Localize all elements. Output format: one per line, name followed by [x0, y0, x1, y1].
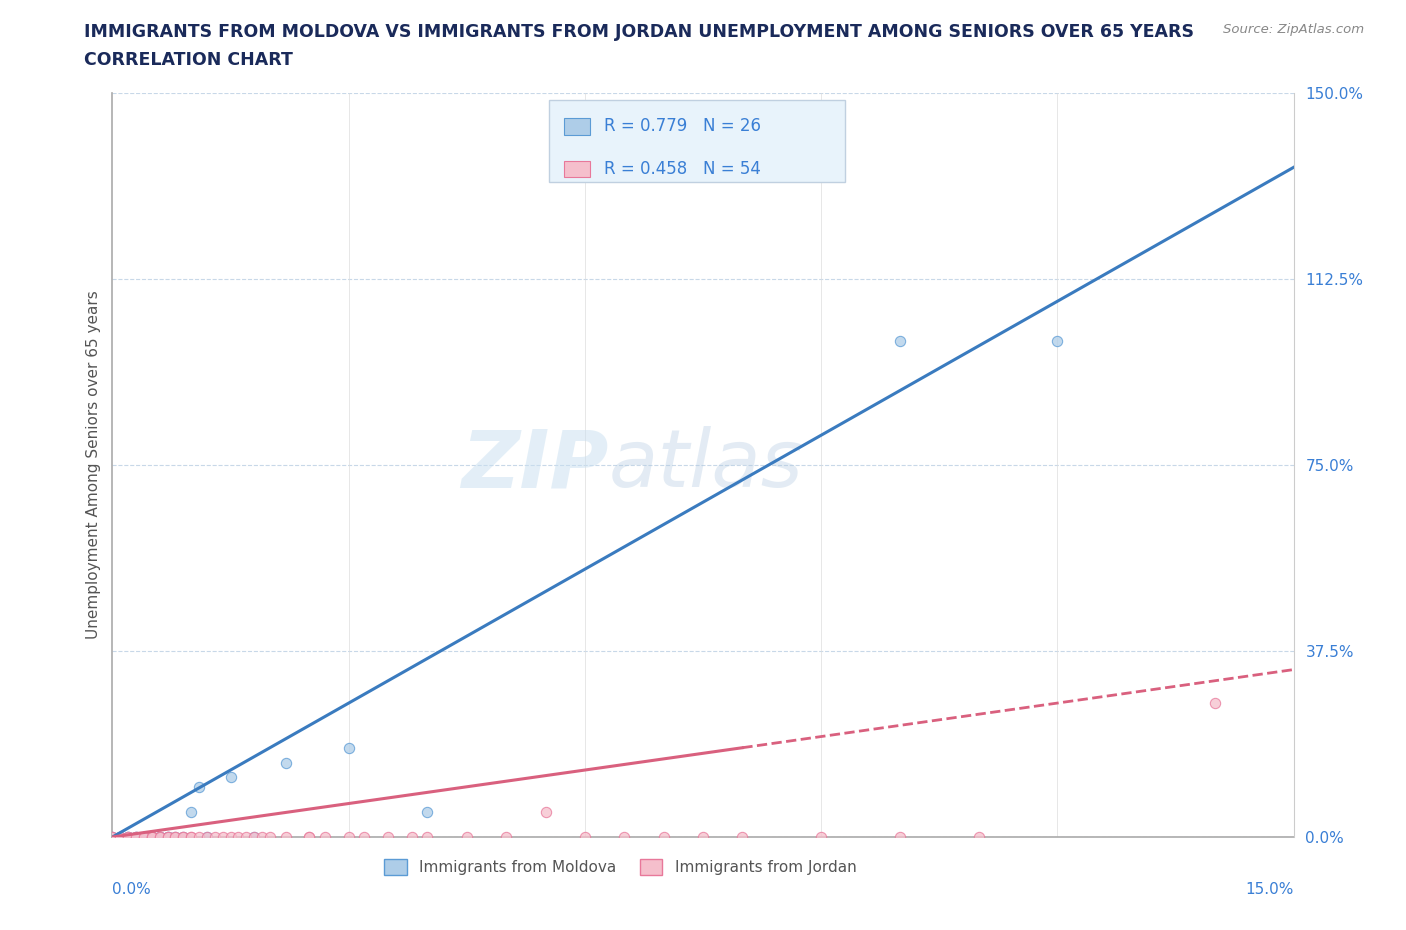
Text: R = 0.779   N = 26: R = 0.779 N = 26 [603, 117, 761, 136]
Point [165, 830, 187, 844]
Point [156, 830, 179, 844]
Text: 0.0%: 0.0% [112, 882, 152, 897]
Point [141, 830, 163, 844]
Point [125, 830, 148, 844]
Point [110, 830, 132, 844]
Point [141, 830, 163, 844]
Point [156, 830, 179, 844]
Point [156, 830, 179, 844]
Point [141, 830, 163, 844]
Point [180, 830, 202, 844]
Point [117, 830, 139, 844]
Point [156, 830, 179, 844]
Point [165, 830, 187, 844]
Point [274, 755, 297, 770]
Point [110, 830, 132, 844]
Point [172, 830, 194, 844]
Point [195, 830, 218, 844]
Text: IMMIGRANTS FROM MOLDOVA VS IMMIGRANTS FROM JORDAN UNEMPLOYMENT AMONG SENIORS OVE: IMMIGRANTS FROM MOLDOVA VS IMMIGRANTS FR… [84, 23, 1194, 41]
Text: 15.0%: 15.0% [1246, 882, 1294, 897]
Point [889, 334, 911, 349]
Point [149, 830, 172, 844]
Point [337, 740, 360, 755]
Point [180, 804, 202, 819]
Point [188, 830, 211, 844]
Point [613, 830, 636, 844]
Point [731, 830, 754, 844]
Point [228, 830, 250, 844]
Text: ZIP: ZIP [461, 426, 609, 504]
Point [337, 830, 360, 844]
Point [172, 830, 194, 844]
Point [274, 830, 297, 844]
Point [132, 830, 155, 844]
Point [692, 830, 714, 844]
Point [125, 830, 148, 844]
Point [250, 830, 273, 844]
Point [534, 804, 557, 819]
Text: CORRELATION CHART: CORRELATION CHART [84, 51, 294, 69]
Point [810, 830, 832, 844]
Point [219, 770, 242, 785]
Point [101, 830, 124, 844]
Point [165, 830, 187, 844]
FancyBboxPatch shape [564, 161, 589, 177]
Point [101, 830, 124, 844]
Point [889, 830, 911, 844]
Point [652, 830, 675, 844]
Point [132, 830, 155, 844]
Point [243, 830, 266, 844]
Point [149, 830, 172, 844]
Point [132, 830, 155, 844]
FancyBboxPatch shape [564, 118, 589, 135]
Point [141, 830, 163, 844]
Text: Source: ZipAtlas.com: Source: ZipAtlas.com [1223, 23, 1364, 36]
Text: R = 0.458   N = 54: R = 0.458 N = 54 [603, 160, 761, 178]
Point [125, 830, 148, 844]
Point [235, 830, 257, 844]
Point [495, 830, 517, 844]
Point [1204, 696, 1226, 711]
Point [298, 830, 321, 844]
Point [110, 830, 132, 844]
Y-axis label: Unemployment Among Seniors over 65 years: Unemployment Among Seniors over 65 years [86, 291, 101, 640]
Point [149, 830, 172, 844]
Point [967, 830, 990, 844]
Point [117, 830, 139, 844]
Point [456, 830, 478, 844]
Point [125, 830, 148, 844]
Point [416, 830, 439, 844]
FancyBboxPatch shape [550, 100, 845, 182]
Point [180, 830, 202, 844]
Point [401, 830, 423, 844]
Point [141, 830, 163, 844]
Point [243, 830, 266, 844]
Point [101, 830, 124, 844]
Point [188, 780, 211, 795]
Point [172, 830, 194, 844]
Point [314, 830, 336, 844]
Point [117, 830, 139, 844]
Point [117, 830, 139, 844]
Point [1046, 334, 1069, 349]
Point [353, 830, 375, 844]
Point [219, 830, 242, 844]
Point [195, 830, 218, 844]
Point [149, 830, 172, 844]
Point [416, 804, 439, 819]
Point [204, 830, 226, 844]
Legend: Immigrants from Moldova, Immigrants from Jordan: Immigrants from Moldova, Immigrants from… [378, 853, 862, 882]
Point [211, 830, 233, 844]
Point [132, 830, 155, 844]
Point [377, 830, 399, 844]
Text: atlas: atlas [609, 426, 803, 504]
Point [298, 830, 321, 844]
Point [259, 830, 281, 844]
Point [574, 830, 596, 844]
